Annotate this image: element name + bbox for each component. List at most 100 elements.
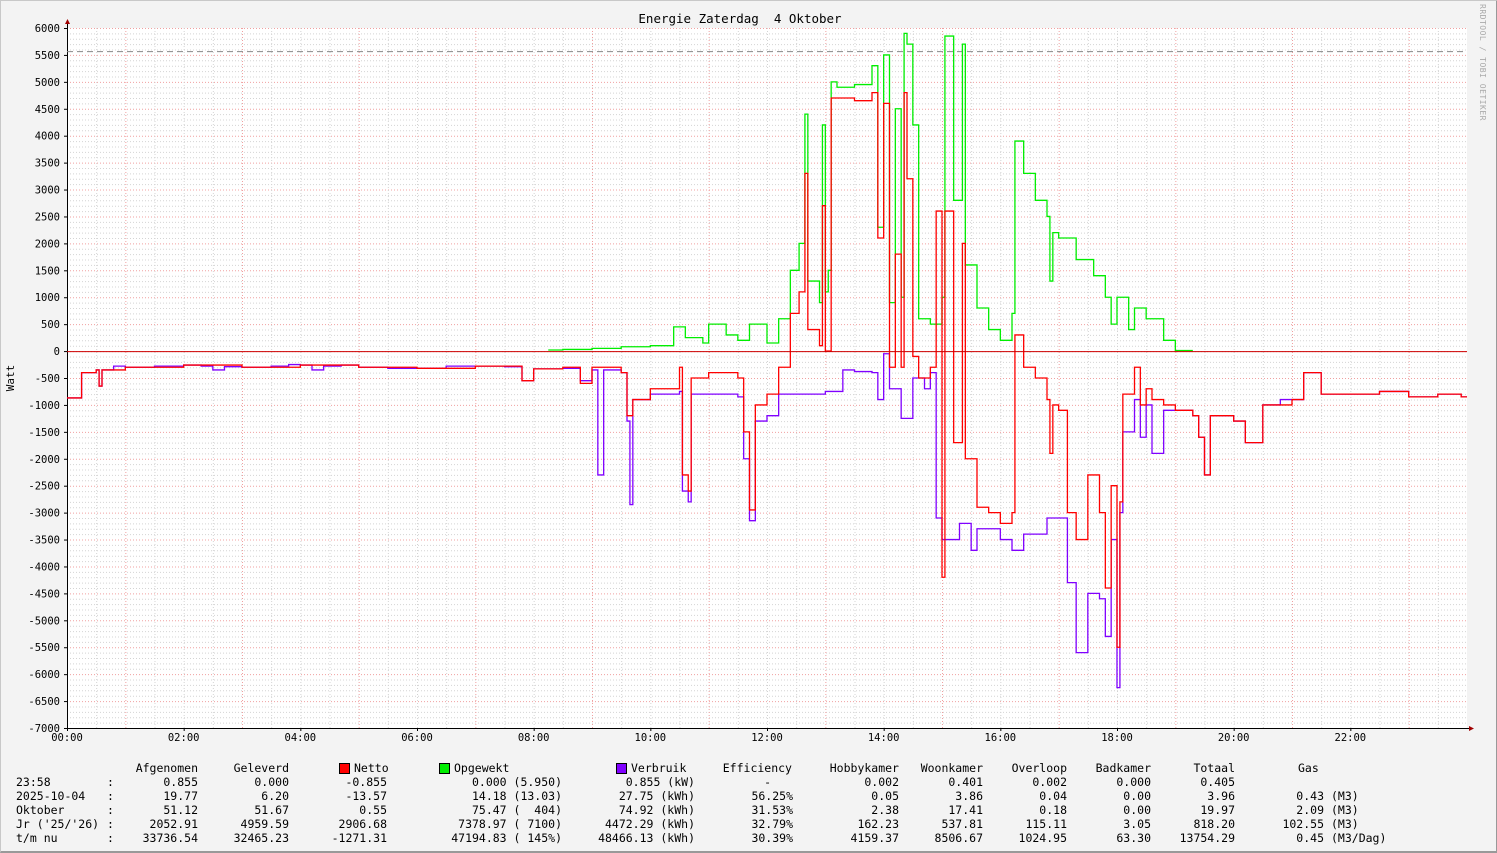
cell-totaal: 13754.29 xyxy=(1179,831,1235,845)
cell-woonkamer: 537.81 xyxy=(941,817,983,831)
y-tick-label: -3500 xyxy=(28,535,60,547)
cell-netto: 2906.68 xyxy=(338,817,387,831)
y-tick-label: 1000 xyxy=(35,292,60,304)
cell-verbruik: 48466.13 (kWh) xyxy=(598,831,695,845)
y-tick-label: -4000 xyxy=(28,561,60,573)
opgewekt-swatch xyxy=(439,763,450,774)
y-tick-label: -7000 xyxy=(28,723,60,735)
row-separator: : xyxy=(107,817,114,831)
header-overloop: Overloop xyxy=(1011,761,1067,775)
cell-opgewekt: 75.47 ( 404) xyxy=(471,803,562,817)
cell-efficiency: 30.39% xyxy=(751,831,793,845)
y-tick-label: -5000 xyxy=(28,615,60,627)
x-tick-label: 20:00 xyxy=(1218,732,1250,744)
cell-hobbykamer: 0.002 xyxy=(864,775,899,789)
header-hobbykamer: Hobbykamer xyxy=(829,761,899,775)
cell-totaal: 818.20 xyxy=(1193,817,1235,831)
netto-swatch xyxy=(339,763,350,774)
cell-badkamer: 63.30 xyxy=(1116,831,1151,845)
cell-badkamer: 0.00 xyxy=(1123,789,1151,803)
y-tick-label: -1000 xyxy=(28,400,60,412)
x-tick-label: 16:00 xyxy=(985,732,1017,744)
y-tick-label: 1500 xyxy=(35,265,60,277)
header-badkamer: Badkamer xyxy=(1095,761,1151,775)
cell-woonkamer: 0.401 xyxy=(948,775,983,789)
cell-badkamer: 0.000 xyxy=(1116,775,1151,789)
cell-overloop: 0.04 xyxy=(1039,789,1067,803)
header-woonkamer: Woonkamer xyxy=(920,761,983,775)
cell-hobbykamer: 162.23 xyxy=(857,817,899,831)
header-gas: Gas xyxy=(1298,761,1319,775)
cell-gas-unit: (M3) xyxy=(1331,789,1359,803)
cell-badkamer: 0.00 xyxy=(1123,803,1151,817)
cell-geleverd: 51.67 xyxy=(254,803,289,817)
cell-verbruik: 0.855 (kW) xyxy=(625,775,695,789)
cell-hobbykamer: 0.05 xyxy=(871,789,899,803)
cell-overloop: 0.002 xyxy=(1032,775,1067,789)
cell-badkamer: 3.05 xyxy=(1123,817,1151,831)
y-tick-label: -5500 xyxy=(28,642,60,654)
energy-chart: 6000550050004500400035003000250020001500… xyxy=(4,19,1474,744)
cell-netto: -1271.31 xyxy=(331,831,387,845)
cell-geleverd: 4959.59 xyxy=(240,817,289,831)
cell-gas-unit: (M3) xyxy=(1331,817,1359,831)
series-line-netto xyxy=(67,91,1467,648)
cell-woonkamer: 8506.67 xyxy=(934,831,983,845)
series-line-verbruik xyxy=(67,353,1467,689)
cell-gas-unit: (M3) xyxy=(1331,803,1359,817)
header-totaal: Totaal xyxy=(1193,761,1235,775)
cell-woonkamer: 17.41 xyxy=(948,803,983,817)
row-label: Oktober xyxy=(16,803,65,817)
cell-afgenomen: 19.77 xyxy=(163,789,198,803)
row-label: t/m nu xyxy=(16,831,58,845)
cell-gas: 0.43 xyxy=(1296,789,1324,803)
header-netto: Netto xyxy=(354,761,389,775)
cell-gas: 102.55 xyxy=(1282,817,1324,831)
y-axis-label: Watt xyxy=(4,365,17,392)
header-opgewekt: Opgewekt xyxy=(454,761,510,775)
cell-geleverd: 32465.23 xyxy=(233,831,289,845)
verbruik-swatch xyxy=(616,763,627,774)
y-tick-label: 3000 xyxy=(35,185,60,197)
cell-gas: 2.09 xyxy=(1296,803,1324,817)
x-tick-label: 14:00 xyxy=(868,732,900,744)
cell-afgenomen: 2052.91 xyxy=(149,817,198,831)
cell-geleverd: 6.20 xyxy=(261,789,289,803)
cell-netto: -0.855 xyxy=(345,775,387,789)
y-tick-label: 500 xyxy=(41,319,60,331)
x-tick-label: 12:00 xyxy=(751,732,783,744)
y-tick-label: 2500 xyxy=(35,211,60,223)
header-efficiency: Efficiency xyxy=(722,761,792,775)
y-tick-label: -1500 xyxy=(28,427,60,439)
cell-efficiency: 31.53% xyxy=(751,803,793,817)
y-tick-label: 3500 xyxy=(35,158,60,170)
header-geleverd: Geleverd xyxy=(233,761,289,775)
y-tick-label: -6500 xyxy=(28,696,60,708)
y-tick-label: 5500 xyxy=(35,50,60,62)
cell-efficiency: 32.79% xyxy=(751,817,793,831)
cell-efficiency: 56.25% xyxy=(751,789,793,803)
cell-verbruik: 74.92 (kWh) xyxy=(618,803,695,817)
cell-overloop: 0.18 xyxy=(1039,803,1067,817)
row-label: 2025-10-04 xyxy=(16,789,86,803)
y-axis-arrow xyxy=(65,19,70,24)
cell-gas-unit: (M3/Dag) xyxy=(1331,831,1387,845)
row-separator: : xyxy=(107,775,114,789)
row-separator: : xyxy=(107,803,114,817)
y-tick-label: -2000 xyxy=(28,454,60,466)
y-tick-label: 4000 xyxy=(35,131,60,143)
cell-netto: 0.55 xyxy=(359,803,387,817)
cell-opgewekt: 14.18 (13.03) xyxy=(471,789,562,803)
y-tick-label: -3000 xyxy=(28,508,60,520)
cell-verbruik: 4472.29 (kWh) xyxy=(604,817,695,831)
cell-opgewekt: 47194.83 ( 145%) xyxy=(451,831,562,845)
y-tick-label: 2000 xyxy=(35,238,60,250)
cell-afgenomen: 51.12 xyxy=(163,803,198,817)
cell-opgewekt: 7378.97 ( 7100) xyxy=(458,817,562,831)
x-tick-label: 18:00 xyxy=(1101,732,1133,744)
cell-netto: -13.57 xyxy=(345,789,387,803)
cell-totaal: 0.405 xyxy=(1200,775,1235,789)
cell-totaal: 3.96 xyxy=(1207,789,1235,803)
x-tick-label: 08:00 xyxy=(518,732,550,744)
y-tick-label: -2500 xyxy=(28,481,60,493)
